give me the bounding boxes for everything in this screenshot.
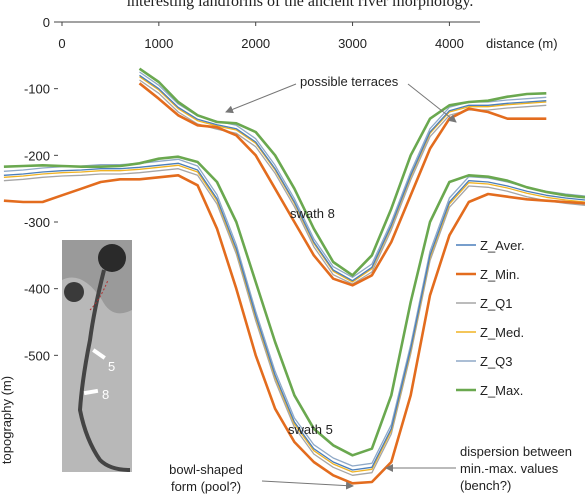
x-tick-label: 4000 [435, 36, 464, 51]
legend-label: Z_Min. [480, 267, 520, 282]
inset-label: 8 [102, 387, 109, 402]
inset-label: 5 [108, 359, 115, 374]
x-tick-label: 3000 [338, 36, 367, 51]
x-tick-label: 2000 [241, 36, 270, 51]
y-axis-label: topography (m) [0, 376, 14, 464]
annotation: possible terraces [300, 74, 399, 89]
chart: interesting landforms of the ancient riv… [0, 0, 585, 502]
profile-label: swath 5 [288, 422, 333, 437]
annotation: bowl-shaped [169, 462, 243, 477]
inset-map: 5 8 [62, 240, 132, 472]
annotation: (bench?) [460, 478, 511, 493]
legend-label: Z_Max. [480, 383, 523, 398]
legend-label: Z_Q1 [480, 296, 513, 311]
y-tick-label: -500 [24, 348, 50, 363]
y-tick-label: -200 [24, 148, 50, 163]
x-tick-label: 0 [58, 36, 65, 51]
annotation-arrow [262, 481, 353, 486]
annotation-arrow [226, 84, 296, 112]
y-tick-label: 0 [43, 15, 50, 30]
annotation: min.-max. values [460, 461, 559, 476]
y-tick-label: -100 [24, 82, 50, 97]
profile-label: swath 8 [290, 206, 335, 221]
legend-label: Z_Med. [480, 325, 524, 340]
x-tick-label: 1000 [144, 36, 173, 51]
legend-label: Z_Q3 [480, 354, 513, 369]
x-axis-label: distance (m) [486, 36, 558, 51]
chart-title: interesting landforms of the ancient riv… [127, 0, 474, 10]
y-tick-label: -300 [24, 215, 50, 230]
legend-label: Z_Aver. [480, 238, 525, 253]
annotation: form (pool?) [171, 479, 241, 494]
annotation: dispersion between [460, 444, 572, 459]
y-tick-label: -400 [24, 282, 50, 297]
